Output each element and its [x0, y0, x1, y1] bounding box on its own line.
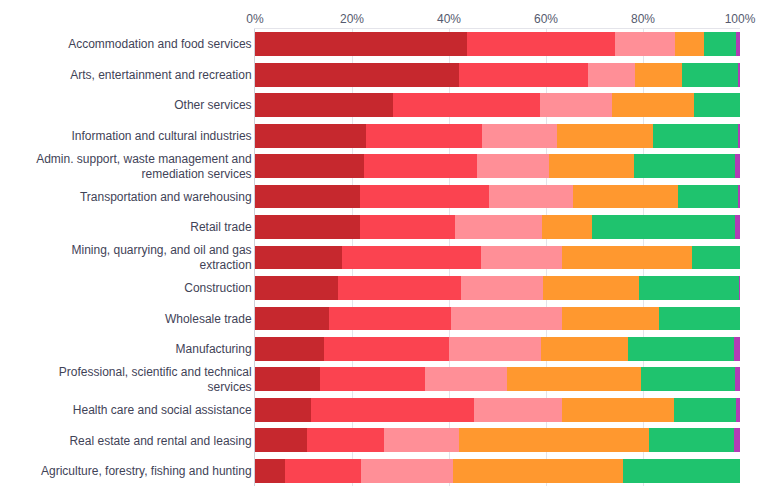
svg-text:Construction: Construction [184, 281, 251, 295]
svg-text:Professional, scientific and t: Professional, scientific and technicalse… [59, 365, 252, 395]
svg-text:Admin. support, waste manageme: Admin. support, waste management andreme… [36, 152, 251, 182]
svg-text:100%: 100% [725, 12, 756, 26]
svg-text:Transportation and warehousing: Transportation and warehousing [80, 190, 252, 204]
svg-text:Health care and social assista: Health care and social assistance [73, 403, 252, 417]
svg-text:Retail trade: Retail trade [190, 220, 252, 234]
svg-text:60%: 60% [534, 12, 558, 26]
svg-text:Other services: Other services [174, 98, 251, 112]
svg-text:Mining, quarrying, and oil and: Mining, quarrying, and oil and gasextrac… [71, 243, 251, 273]
svg-text:40%: 40% [437, 12, 461, 26]
svg-text:0%: 0% [246, 12, 264, 26]
svg-text:Arts, entertainment and recrea: Arts, entertainment and recreation [70, 68, 251, 82]
svg-text:Information and cultural indus: Information and cultural industries [72, 129, 252, 143]
svg-text:Accommodation and food service: Accommodation and food services [68, 37, 251, 51]
svg-text:Agriculture, forestry, fishing: Agriculture, forestry, fishing and hunti… [41, 464, 252, 478]
svg-text:80%: 80% [631, 12, 655, 26]
svg-text:20%: 20% [340, 12, 364, 26]
svg-text:Wholesale trade: Wholesale trade [165, 312, 252, 326]
svg-text:Real estate and rental and lea: Real estate and rental and leasing [69, 434, 251, 448]
svg-text:Manufacturing: Manufacturing [176, 342, 252, 356]
